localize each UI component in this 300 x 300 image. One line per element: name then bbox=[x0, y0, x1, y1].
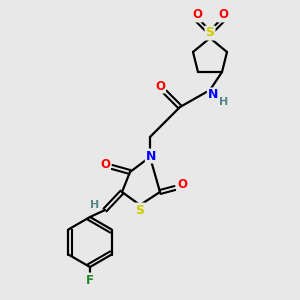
Text: O: O bbox=[155, 80, 165, 92]
Text: S: S bbox=[136, 203, 145, 217]
Text: S: S bbox=[206, 26, 214, 40]
Text: O: O bbox=[177, 178, 187, 191]
Text: N: N bbox=[208, 88, 218, 101]
Text: H: H bbox=[90, 200, 100, 210]
Text: H: H bbox=[219, 97, 229, 107]
Text: O: O bbox=[218, 8, 228, 22]
Text: O: O bbox=[192, 8, 202, 22]
Text: F: F bbox=[86, 274, 94, 286]
Text: N: N bbox=[146, 149, 156, 163]
Text: O: O bbox=[100, 158, 110, 170]
